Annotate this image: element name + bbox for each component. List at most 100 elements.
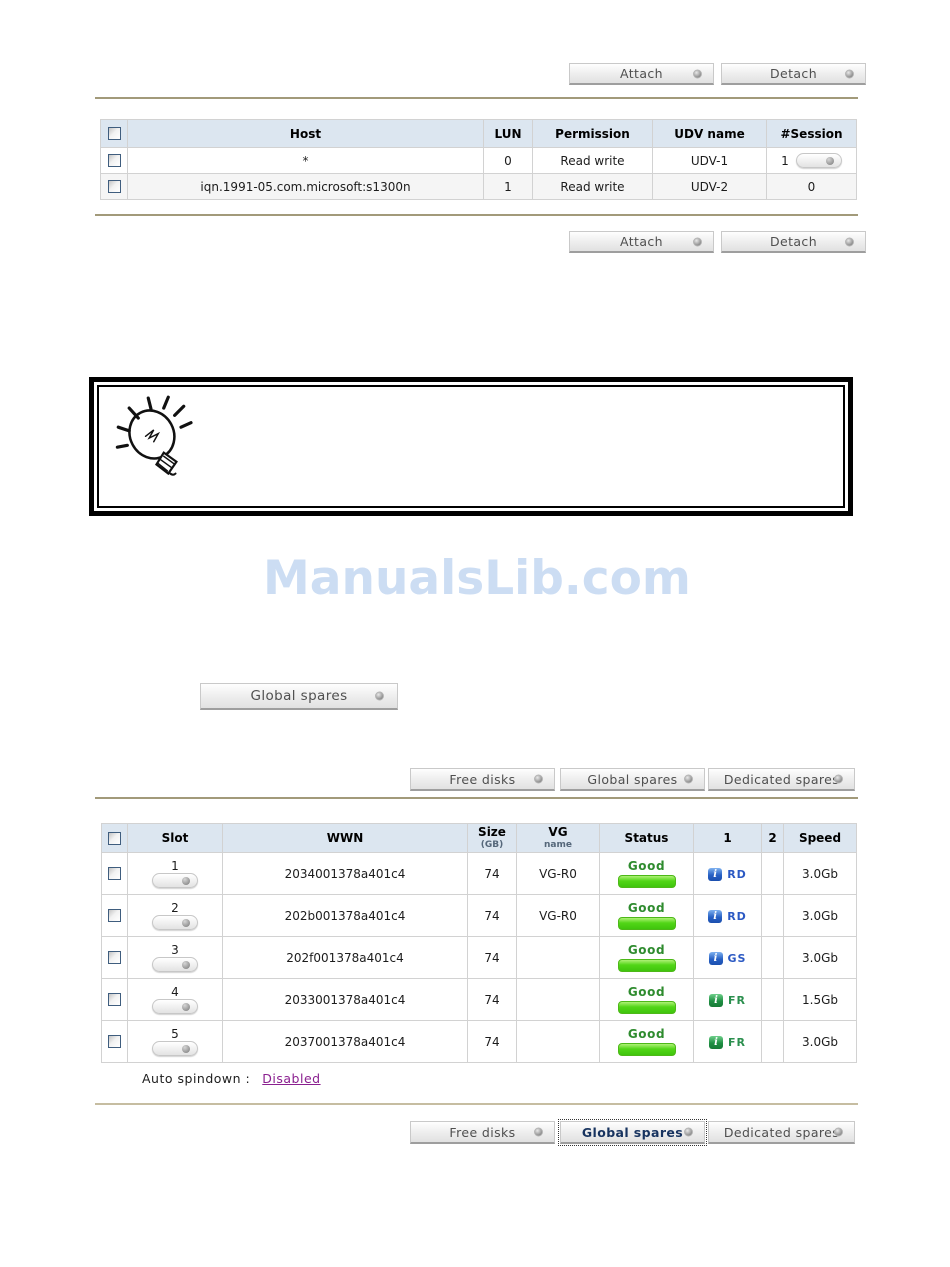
button-bullet-icon: [834, 774, 843, 784]
cell-vg: [516, 978, 600, 1021]
col-header-size: Size (GB): [467, 823, 517, 853]
table-row: 4 2033001378a401c4 74 Good i FR 1.5Gb: [101, 978, 857, 1021]
status-text: Good: [627, 858, 666, 873]
info-glyph: i: [713, 868, 718, 880]
col-header-session: #Session: [766, 119, 857, 148]
global-spares-button-label: Global spares: [581, 1124, 684, 1140]
select-all-checkbox[interactable]: [108, 831, 121, 845]
info-icon[interactable]: i: [708, 909, 723, 923]
cell-session: 1: [766, 147, 857, 174]
auto-spindown-link[interactable]: Disabled: [262, 1071, 321, 1086]
lun-table-header-row: Host LUN Permission UDV name #Session: [100, 119, 857, 148]
button-bullet-icon: [834, 1127, 843, 1137]
session-button[interactable]: [795, 153, 842, 168]
cell-disk-role: i FR: [693, 978, 762, 1021]
tip-box-inner: [97, 385, 845, 508]
button-dot-icon: [182, 1045, 190, 1054]
button-dot-icon: [182, 1003, 190, 1012]
button-dot-icon: [182, 961, 190, 970]
disk-role-label: FR: [728, 993, 746, 1007]
cell-col2: [761, 894, 784, 937]
cell-wwn: 2037001378a401c4: [222, 1020, 468, 1063]
divider-line: [95, 214, 858, 216]
cell-disk-role: i GS: [693, 936, 762, 979]
header-checkbox-cell: [100, 119, 128, 148]
col-header-status: Status: [599, 823, 694, 853]
row-checkbox[interactable]: [107, 180, 121, 193]
row-checkbox[interactable]: [107, 154, 121, 167]
status-text: Good: [627, 900, 666, 915]
col-header-speed: Speed: [783, 823, 857, 853]
info-icon[interactable]: i: [708, 867, 723, 881]
dedicated-spares-button-label: Dedicated spares: [723, 1124, 840, 1140]
cell-wwn: 202f001378a401c4: [222, 936, 468, 979]
attach-button-bottom[interactable]: Attach: [569, 231, 714, 253]
select-all-checkbox[interactable]: [107, 127, 121, 140]
vg-header-label: VG: [548, 825, 568, 840]
manualslib-watermark: ManualsLib.com: [263, 551, 691, 606]
cell-host: iqn.1991-05.com.microsoft:s1300n: [127, 173, 484, 200]
dedicated-spares-button-top[interactable]: Dedicated spares: [708, 768, 855, 791]
slot-button[interactable]: [152, 915, 198, 931]
cell-udv-name: UDV-2: [652, 173, 767, 200]
row-checkbox[interactable]: [108, 909, 121, 922]
info-icon[interactable]: i: [709, 993, 723, 1007]
col-header-permission: Permission: [532, 119, 653, 148]
cell-checkbox: [100, 147, 128, 174]
cell-status: Good: [599, 978, 694, 1021]
header-checkbox-cell: [101, 823, 128, 853]
free-disks-button-bottom[interactable]: Free disks: [410, 1121, 555, 1144]
slot-button[interactable]: [152, 957, 198, 973]
global-spares-button-single[interactable]: Global spares: [200, 683, 398, 710]
global-spares-button-label: Global spares: [250, 688, 348, 704]
cell-wwn: 2034001378a401c4: [222, 852, 468, 895]
global-spares-button-bottom[interactable]: Global spares: [558, 1119, 707, 1146]
cell-permission: Read write: [532, 147, 653, 174]
col-header-host: Host: [127, 119, 484, 148]
cell-col2: [761, 978, 784, 1021]
info-icon[interactable]: i: [708, 951, 723, 965]
info-glyph: i: [714, 1036, 718, 1048]
cell-disk-role: i FR: [693, 1020, 762, 1063]
cell-checkbox: [101, 894, 128, 937]
cell-checkbox: [101, 852, 128, 895]
cell-checkbox: [101, 936, 128, 979]
row-checkbox[interactable]: [108, 1035, 121, 1048]
table-row: iqn.1991-05.com.microsoft:s1300n 1 Read …: [100, 173, 857, 200]
attach-button-top[interactable]: Attach: [569, 63, 714, 85]
cell-lun: 1: [483, 173, 533, 200]
detach-button-bottom[interactable]: Detach: [721, 231, 866, 253]
cell-disk-role: i RD: [693, 852, 762, 895]
table-row: 5 2037001378a401c4 74 Good i FR 3.0Gb: [101, 1020, 857, 1063]
cell-status: Good: [599, 1020, 694, 1063]
slot-button[interactable]: [152, 999, 198, 1015]
button-dot-icon: [825, 157, 834, 165]
free-disks-button-top[interactable]: Free disks: [410, 768, 555, 791]
dedicated-spares-button-bottom[interactable]: Dedicated spares: [708, 1121, 855, 1144]
disk-role-label: GS: [727, 951, 747, 965]
cell-status: Good: [599, 894, 694, 937]
cell-host: *: [127, 147, 484, 174]
button-bullet-icon: [534, 1127, 543, 1137]
status-text: Good: [627, 984, 666, 999]
col-header-slot: Slot: [127, 823, 223, 853]
detach-button-top[interactable]: Detach: [721, 63, 866, 85]
cell-slot: 5: [127, 1020, 223, 1063]
row-checkbox[interactable]: [108, 993, 121, 1006]
row-checkbox[interactable]: [108, 867, 121, 880]
row-checkbox[interactable]: [108, 951, 121, 964]
cell-size: 74: [467, 852, 517, 895]
slot-button[interactable]: [152, 873, 198, 889]
slot-button[interactable]: [152, 1041, 198, 1057]
info-icon[interactable]: i: [709, 1035, 723, 1049]
cell-speed: 3.0Gb: [783, 894, 857, 937]
cell-status: Good: [599, 936, 694, 979]
button-bullet-icon: [684, 774, 693, 784]
global-spares-button-top[interactable]: Global spares: [560, 768, 705, 791]
dedicated-spares-button-label: Dedicated spares: [723, 771, 840, 787]
col-header-lun: LUN: [483, 119, 533, 148]
session-count: 1: [781, 153, 789, 168]
status-text: Good: [627, 942, 666, 957]
cell-size: 74: [467, 936, 517, 979]
